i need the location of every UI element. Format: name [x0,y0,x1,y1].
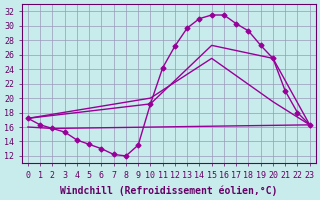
X-axis label: Windchill (Refroidissement éolien,°C): Windchill (Refroidissement éolien,°C) [60,185,277,196]
